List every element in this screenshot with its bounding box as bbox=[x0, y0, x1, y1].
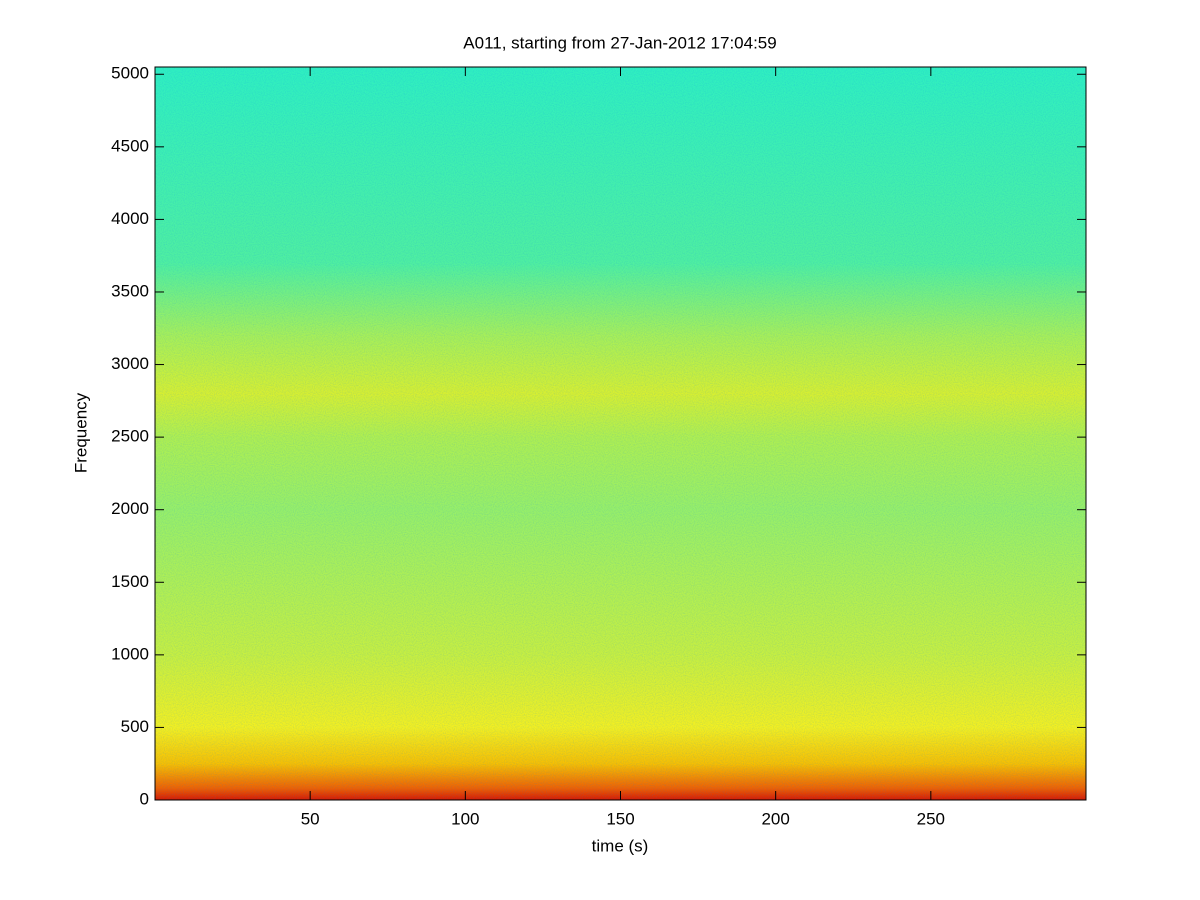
x-tick-label: 200 bbox=[761, 809, 789, 828]
chart-title: A011, starting from 27-Jan-2012 17:04:59 bbox=[463, 33, 776, 52]
y-axis-label: Frequency bbox=[71, 392, 90, 473]
y-tick-label: 5000 bbox=[111, 64, 149, 83]
y-tick-label: 1500 bbox=[111, 572, 149, 591]
y-tick-label: 3000 bbox=[111, 354, 149, 373]
y-tick-label: 1000 bbox=[111, 644, 149, 663]
y-tick-label: 4000 bbox=[111, 209, 149, 228]
y-tick-label: 500 bbox=[121, 717, 149, 736]
y-tick-label: 2500 bbox=[111, 427, 149, 446]
x-tick-label: 50 bbox=[301, 809, 320, 828]
y-tick-label: 4500 bbox=[111, 136, 149, 155]
y-tick-label: 3500 bbox=[111, 281, 149, 300]
x-tick-label: 100 bbox=[451, 809, 479, 828]
x-axis-label: time (s) bbox=[592, 836, 649, 855]
y-tick-label: 2000 bbox=[111, 499, 149, 518]
y-tick-label: 0 bbox=[140, 789, 149, 808]
x-tick-label: 250 bbox=[917, 809, 945, 828]
x-tick-label: 150 bbox=[606, 809, 634, 828]
spectrogram-texture bbox=[155, 67, 1086, 800]
